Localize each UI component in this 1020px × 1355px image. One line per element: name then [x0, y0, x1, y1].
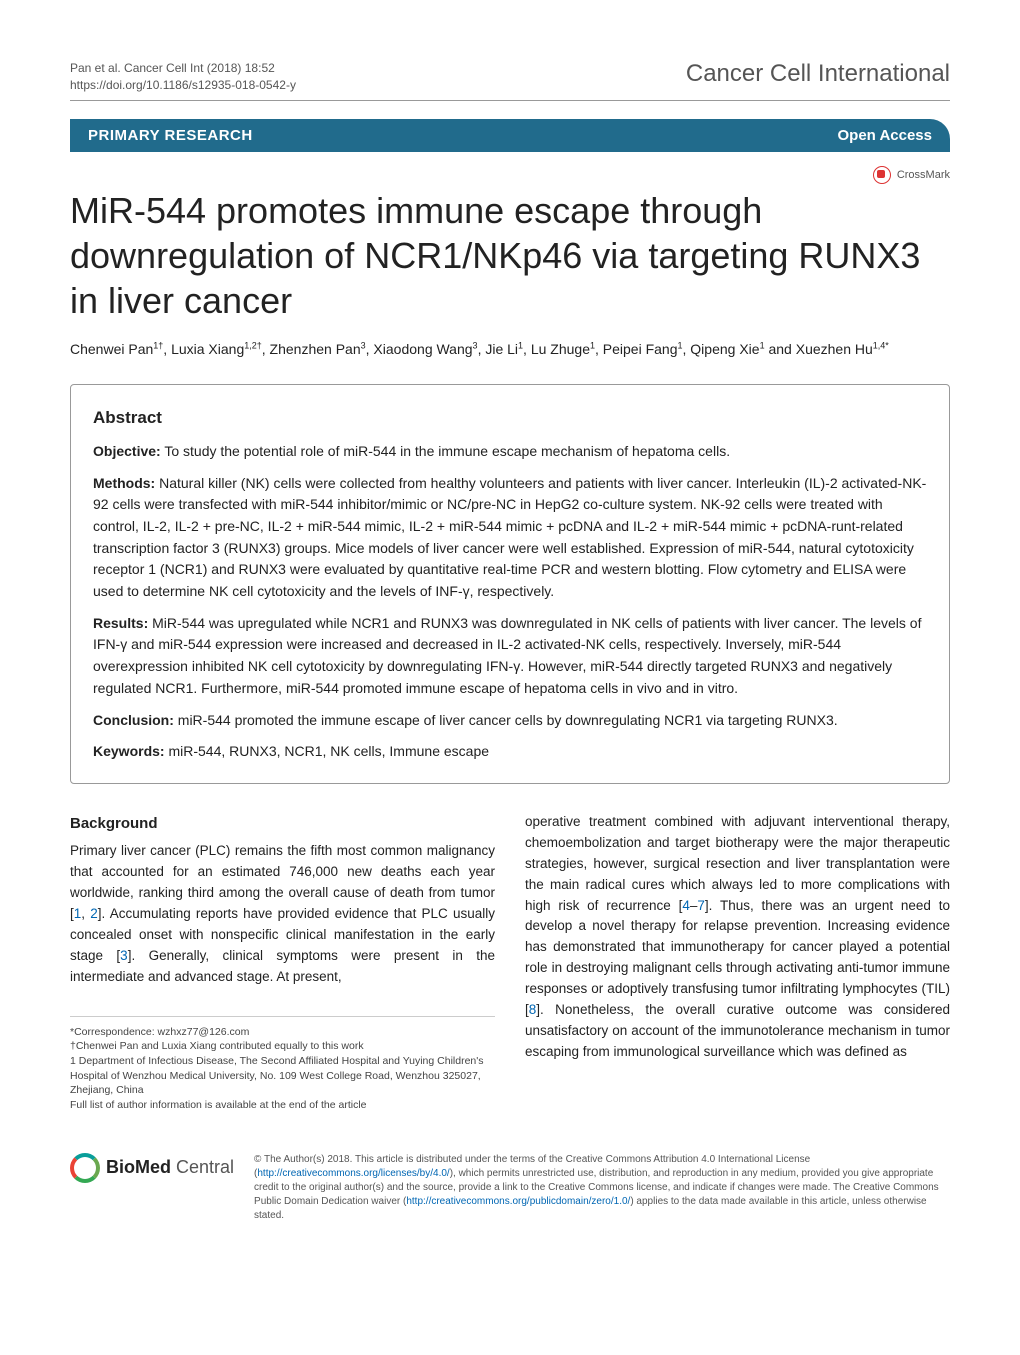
author-list: Chenwei Pan1†, Luxia Xiang1,2†, Zhenzhen… — [70, 339, 950, 360]
article-title: MiR-544 promotes immune escape through d… — [70, 188, 950, 323]
header-rule — [70, 100, 950, 101]
section-banner: PRIMARY RESEARCH Open Access — [70, 119, 950, 152]
footnotes-block: *Correspondence: wzhxz77@126.com †Chenwe… — [70, 1016, 495, 1113]
results-label: Results: — [93, 615, 148, 631]
header-meta: Pan et al. Cancer Cell Int (2018) 18:52 … — [70, 60, 950, 94]
correspondence-note: *Correspondence: wzhxz77@126.com — [70, 1025, 495, 1040]
citation-line1: Pan et al. Cancer Cell Int (2018) 18:52 — [70, 60, 296, 77]
equal-contrib-note: †Chenwei Pan and Luxia Xiang contributed… — [70, 1039, 495, 1054]
crossmark-badge[interactable]: CrossMark — [70, 166, 950, 184]
results-text: MiR-544 was upregulated while NCR1 and R… — [93, 615, 921, 696]
abstract-methods: Methods: Natural killer (NK) cells were … — [93, 473, 927, 603]
body-text-col1: Primary liver cancer (PLC) remains the f… — [70, 841, 495, 987]
objective-label: Objective: — [93, 443, 161, 459]
abstract-heading: Abstract — [93, 405, 927, 431]
crossmark-text: CrossMark — [897, 169, 950, 181]
biomed-central-logo: BioMed Central — [70, 1153, 234, 1183]
citation-line2: https://doi.org/10.1186/s12935-018-0542-… — [70, 77, 296, 94]
abstract-box: Abstract Objective: To study the potenti… — [70, 384, 950, 784]
bmc-bold: BioMed — [106, 1157, 171, 1177]
keywords-label: Keywords: — [93, 743, 165, 759]
body-col-left: Background Primary liver cancer (PLC) re… — [70, 812, 495, 1113]
open-access-label: Open Access — [838, 127, 933, 144]
methods-label: Methods: — [93, 475, 155, 491]
abstract-objective: Objective: To study the potential role o… — [93, 441, 927, 463]
keywords-text: miR-544, RUNX3, NCR1, NK cells, Immune e… — [168, 743, 489, 759]
journal-name: Cancer Cell International — [686, 60, 950, 94]
conclusion-text: miR-544 promoted the immune escape of li… — [178, 712, 838, 728]
body-columns: Background Primary liver cancer (PLC) re… — [70, 812, 950, 1113]
crossmark-icon — [873, 166, 891, 184]
full-list-note: Full list of author information is avail… — [70, 1098, 495, 1113]
bmc-logo-text: BioMed Central — [106, 1155, 234, 1180]
body-col-right: operative treatment combined with adjuva… — [525, 812, 950, 1113]
bmc-ring-icon — [70, 1153, 100, 1183]
abstract-keywords: Keywords: miR-544, RUNX3, NCR1, NK cells… — [93, 741, 927, 763]
section-label: PRIMARY RESEARCH — [88, 127, 253, 144]
abstract-results: Results: MiR-544 was upregulated while N… — [93, 613, 927, 700]
methods-text: Natural killer (NK) cells were collected… — [93, 475, 926, 599]
page-footer: BioMed Central © The Author(s) 2018. Thi… — [70, 1137, 950, 1223]
page-container: Pan et al. Cancer Cell Int (2018) 18:52 … — [0, 0, 1020, 1263]
conclusion-label: Conclusion: — [93, 712, 174, 728]
body-text-col2: operative treatment combined with adjuva… — [525, 812, 950, 1063]
license-text: © The Author(s) 2018. This article is di… — [254, 1153, 950, 1223]
citation-block: Pan et al. Cancer Cell Int (2018) 18:52 … — [70, 60, 296, 94]
bmc-light: Central — [171, 1157, 234, 1177]
affiliation-1: 1 Department of Infectious Disease, The … — [70, 1054, 495, 1098]
background-heading: Background — [70, 812, 495, 835]
objective-text: To study the potential role of miR-544 i… — [164, 443, 730, 459]
abstract-conclusion: Conclusion: miR-544 promoted the immune … — [93, 710, 927, 732]
